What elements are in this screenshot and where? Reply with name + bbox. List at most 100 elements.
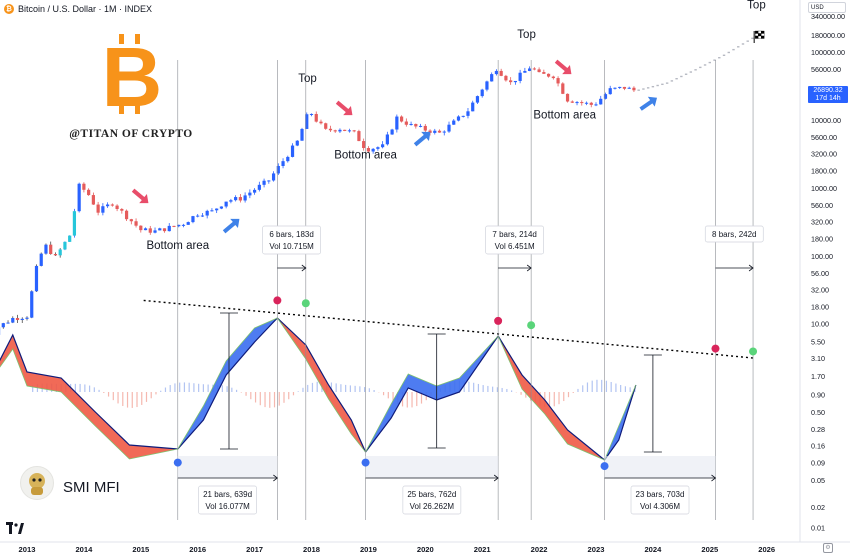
x-tick-label: 2024 [644,545,662,554]
candle-body [609,88,612,94]
mfi-histogram-bar [94,387,95,392]
red-arrow-icon [129,186,152,208]
x-tick-label: 2016 [189,545,206,554]
candle-body [348,130,351,131]
candle-body [490,74,493,81]
candle-body [73,211,76,235]
mfi-histogram-bar [355,386,356,392]
candle-body [248,193,251,196]
x-tick-label: 2025 [701,545,719,554]
mfi-histogram-bar [250,392,251,399]
x-tick-label: 2021 [474,545,492,554]
mfi-histogram-bar [226,386,227,392]
candle-body [628,88,631,89]
candle-body [623,87,626,89]
candle-body [11,318,14,323]
red-arrow-icon [552,57,575,79]
range-volume-label: Vol 16.077M [205,502,250,511]
candle-body [120,209,123,211]
mfi-histogram-bar [245,392,246,396]
projection-bar [675,78,677,79]
top-signal-dot [711,345,719,353]
candle-body [594,104,597,105]
flag-cell [758,31,761,34]
candle-body [229,200,232,201]
candle-body [575,102,578,103]
mfi-histogram-bar [307,385,308,392]
bitcoin-logo-bar [135,34,140,44]
flag-cell [755,34,758,37]
y-tick-label: 100.00 [811,252,833,261]
mfi-histogram-bar [193,383,194,392]
candle-body [21,319,24,320]
candle-body [40,254,43,266]
candle-body [324,123,327,129]
mfi-histogram-bar [497,387,498,392]
x-tick-label: 2017 [246,545,263,554]
candle-body [353,130,356,131]
y-tick-label: 0.16 [811,442,825,451]
candle-body [400,117,403,122]
candle-body [538,69,541,72]
candle-body [111,204,114,205]
y-tick-label: 5.50 [811,337,825,346]
projection-bar [656,85,658,86]
mfi-histogram-bar [288,392,289,399]
bottom-signal-dot [174,459,182,467]
bitcoin-logo-bar [135,104,140,114]
candle-body [414,124,417,126]
projection-bar [680,76,682,77]
mfi-histogram-bar [364,387,365,392]
currency-selector[interactable]: USD [808,2,846,13]
mfi-histogram-bar [487,386,488,392]
x-tick-label: 2015 [132,545,150,554]
mfi-histogram-bar [113,392,114,400]
mfi-histogram-bar [601,380,602,392]
mfi-histogram-bar [293,392,294,395]
projection-bar [652,86,654,87]
projection-bar [723,55,725,56]
candle-body [542,72,545,74]
top-signal-dot [749,347,757,355]
symbol-title: Bitcoin / U.S. Dollar · 1M · INDEX [18,4,152,14]
candle-body [457,116,460,120]
symbol-header[interactable]: ₿ Bitcoin / U.S. Dollar · 1M · INDEX [4,2,152,16]
bitcoin-logo-glyph: B [102,30,163,124]
top-signal-dot [494,317,502,325]
top-annotation: Top [298,73,317,85]
candle-body [561,83,564,93]
candle-body [281,161,284,166]
candle-body [258,185,261,190]
x-tick-label: 2026 [758,545,775,554]
candle-body [272,173,275,180]
candle-body [386,134,389,144]
range-bars-label: 8 bars, 242d [712,230,756,239]
range-volume-label: Vol 6.451M [495,242,535,251]
settings-icon[interactable]: ⚙ [823,543,833,553]
mfi-histogram-bar [203,384,204,392]
y-tick-label: 0.01 [811,523,825,532]
candle-body [319,122,322,124]
mfi-histogram-bar [208,385,209,392]
candle-body [239,197,242,200]
y-tick-label: 10.00 [811,320,829,329]
y-tick-label: 5600.00 [811,133,837,142]
mfi-histogram-bar [279,392,280,406]
candle-body [172,226,175,227]
bottom-area-annotation: Bottom area [146,240,209,252]
candle-body [59,249,62,255]
candle-body [310,114,313,115]
candle-body [590,103,593,105]
candle-body [92,195,95,204]
candle-body [291,146,294,157]
candle-body [357,131,360,141]
tradingview-logo[interactable] [6,522,24,534]
range-shade [366,456,499,478]
mfi-bear-wave [277,318,365,452]
mfi-histogram-bar [502,388,503,392]
projection-bar [751,38,753,39]
checkered-flag-icon [754,31,764,43]
candle-body [115,206,118,209]
